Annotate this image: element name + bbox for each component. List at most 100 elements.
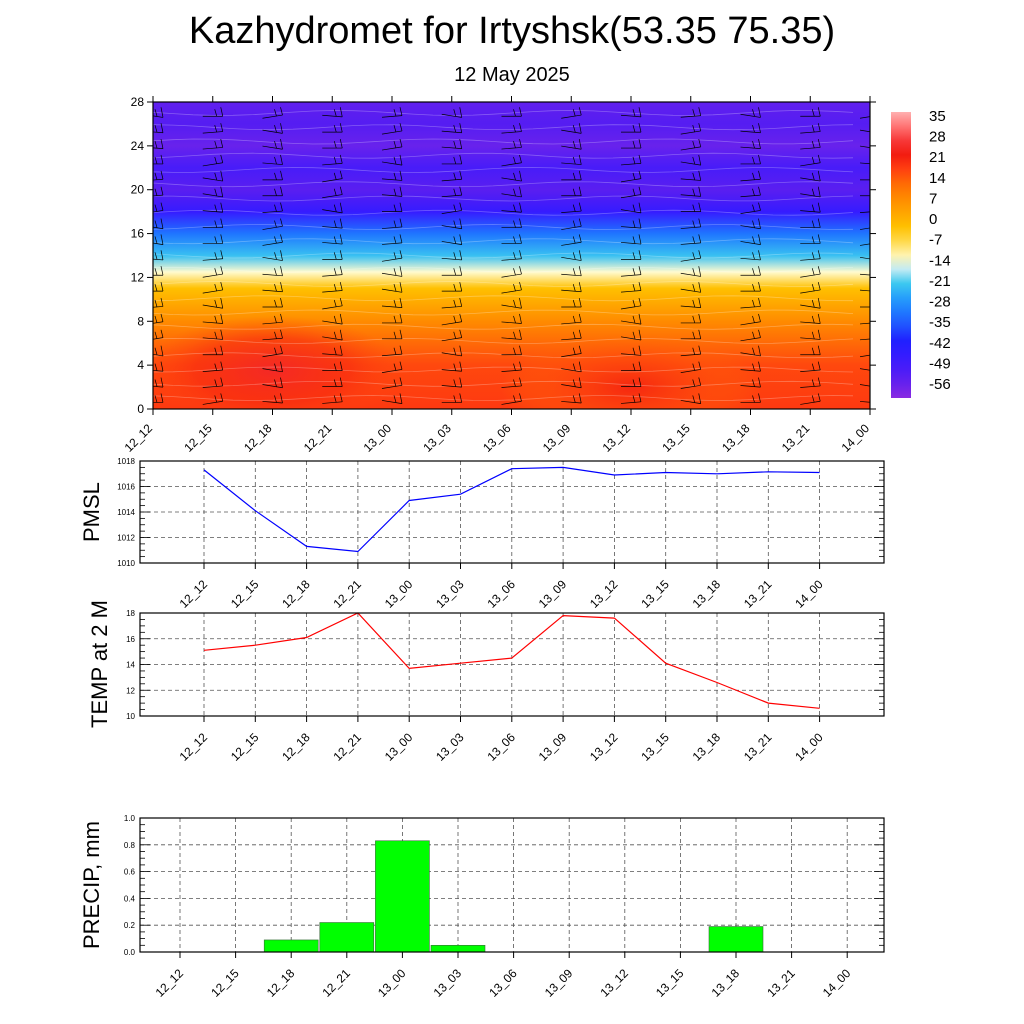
contour-line bbox=[153, 380, 854, 387]
pmsl-line bbox=[203, 466, 820, 553]
contour-line bbox=[153, 352, 854, 359]
wind-barb bbox=[800, 234, 821, 244]
colorbar-tick-label: -42 bbox=[929, 335, 951, 352]
wind-barb bbox=[620, 202, 642, 214]
wind-barb bbox=[381, 361, 403, 373]
y-tick-label: 1.0 bbox=[124, 814, 136, 823]
contour-line bbox=[153, 195, 854, 202]
x-tick-label: 12_18 bbox=[279, 577, 313, 611]
x-tick-label: 12_12 bbox=[122, 421, 156, 455]
heatmap-overlays bbox=[153, 107, 870, 409]
x-tick-label: 13_09 bbox=[536, 577, 570, 611]
wind-barb bbox=[501, 329, 522, 340]
wind-barb bbox=[680, 218, 702, 229]
x-tick-label: 14_00 bbox=[820, 966, 854, 1000]
wind-barb bbox=[800, 154, 821, 167]
wind-barb bbox=[859, 243, 870, 246]
wind-barb bbox=[262, 170, 283, 181]
wind-barb bbox=[153, 377, 164, 388]
colorbar: 35 28 21 14 7 0 -7 -14 -21 -28 -35 -42 -49 -56 bbox=[891, 108, 951, 398]
x-tick-label: 13_03 bbox=[431, 966, 465, 1000]
wind-barb bbox=[382, 313, 403, 324]
x-tick-label: 13_03 bbox=[420, 421, 454, 455]
wind-barb bbox=[680, 186, 702, 197]
x-tick-label: 13_18 bbox=[709, 966, 743, 1000]
temp-panel: 10 12 14 16 18 12_12 12_15 12_18 12_21 13_00 13_03… bbox=[126, 609, 885, 764]
x-tick-label: 13_00 bbox=[382, 730, 416, 764]
wind-barb bbox=[501, 234, 522, 244]
wind-barb bbox=[322, 107, 343, 118]
wind-barb bbox=[262, 123, 283, 134]
wind-barb bbox=[800, 202, 821, 213]
wind-barb bbox=[740, 345, 761, 357]
colorbar-tick-label: 14 bbox=[929, 170, 946, 187]
x-tick-label: 12_15 bbox=[181, 421, 215, 455]
wind-barb bbox=[202, 107, 224, 117]
wind-barb bbox=[561, 329, 582, 341]
wind-barb bbox=[561, 154, 582, 165]
precip-bar bbox=[430, 944, 486, 953]
colorbar-tick-label: -21 bbox=[929, 273, 951, 290]
wind-barb bbox=[262, 202, 283, 213]
wind-barb bbox=[153, 393, 164, 403]
wind-barb bbox=[262, 234, 283, 246]
wind-barb bbox=[441, 250, 463, 261]
x-tick-label: 12_18 bbox=[241, 421, 275, 455]
wind-barb bbox=[381, 234, 403, 245]
wind-barb bbox=[800, 218, 821, 228]
wind-barb bbox=[740, 393, 761, 403]
wind-barb bbox=[441, 123, 463, 134]
wind-barb bbox=[322, 250, 343, 260]
wind-barb bbox=[800, 123, 821, 134]
wind-barb bbox=[859, 338, 870, 341]
wind-barb bbox=[740, 313, 761, 326]
wind-barb bbox=[740, 297, 761, 309]
wind-barb bbox=[322, 123, 343, 133]
y-tick-label: 4 bbox=[137, 358, 144, 372]
wind-barb bbox=[800, 345, 821, 356]
colorbar-tick-label: -7 bbox=[929, 232, 942, 249]
x-tick-label: 13_18 bbox=[690, 577, 724, 611]
wind-barb bbox=[262, 393, 283, 404]
contour-line bbox=[153, 152, 854, 159]
wind-barb bbox=[800, 186, 821, 198]
wind-barb bbox=[202, 361, 224, 372]
y-tick-label: 1018 bbox=[117, 457, 135, 466]
wind-barb bbox=[322, 170, 343, 183]
colorbar-tick-label: 35 bbox=[929, 108, 946, 125]
wind-barb bbox=[860, 195, 870, 197]
wind-barb bbox=[859, 211, 870, 213]
wind-barb bbox=[441, 218, 463, 230]
x-tick-label: 12_21 bbox=[301, 421, 335, 455]
wind-barb bbox=[381, 107, 403, 118]
precip-bar bbox=[263, 939, 319, 953]
contour-line bbox=[153, 252, 854, 259]
x-tick-label: 13_18 bbox=[719, 421, 753, 455]
wind-barb bbox=[501, 138, 522, 150]
y-tick-label: 1012 bbox=[117, 534, 135, 543]
wind-barb bbox=[561, 266, 582, 277]
wind-barb bbox=[381, 282, 403, 293]
contour-line bbox=[153, 224, 854, 230]
wind-barb bbox=[441, 202, 463, 214]
cross-section-panel: 0 4 8 12 16 20 24 28 12_12 12_15 12_18 12_21 13_00 13… bbox=[122, 95, 876, 455]
wind-barb bbox=[322, 297, 343, 310]
wind-barb bbox=[621, 250, 642, 260]
wind-barb bbox=[800, 313, 821, 324]
wind-barb bbox=[441, 329, 463, 342]
wind-barb bbox=[153, 186, 164, 197]
wind-barb bbox=[501, 107, 522, 117]
y-tick-label: 1010 bbox=[117, 559, 135, 568]
wind-barb bbox=[620, 186, 642, 199]
wind-barb bbox=[153, 313, 164, 324]
wind-barb bbox=[153, 345, 164, 357]
x-tick-label: 13_12 bbox=[600, 421, 634, 455]
wind-barb bbox=[382, 329, 403, 340]
x-tick-label: 12_12 bbox=[177, 730, 211, 764]
contour-line bbox=[153, 366, 854, 373]
wind-barb bbox=[501, 345, 522, 356]
wind-barb bbox=[202, 250, 224, 261]
wind-barb bbox=[680, 377, 702, 389]
wind-barb bbox=[680, 282, 702, 293]
